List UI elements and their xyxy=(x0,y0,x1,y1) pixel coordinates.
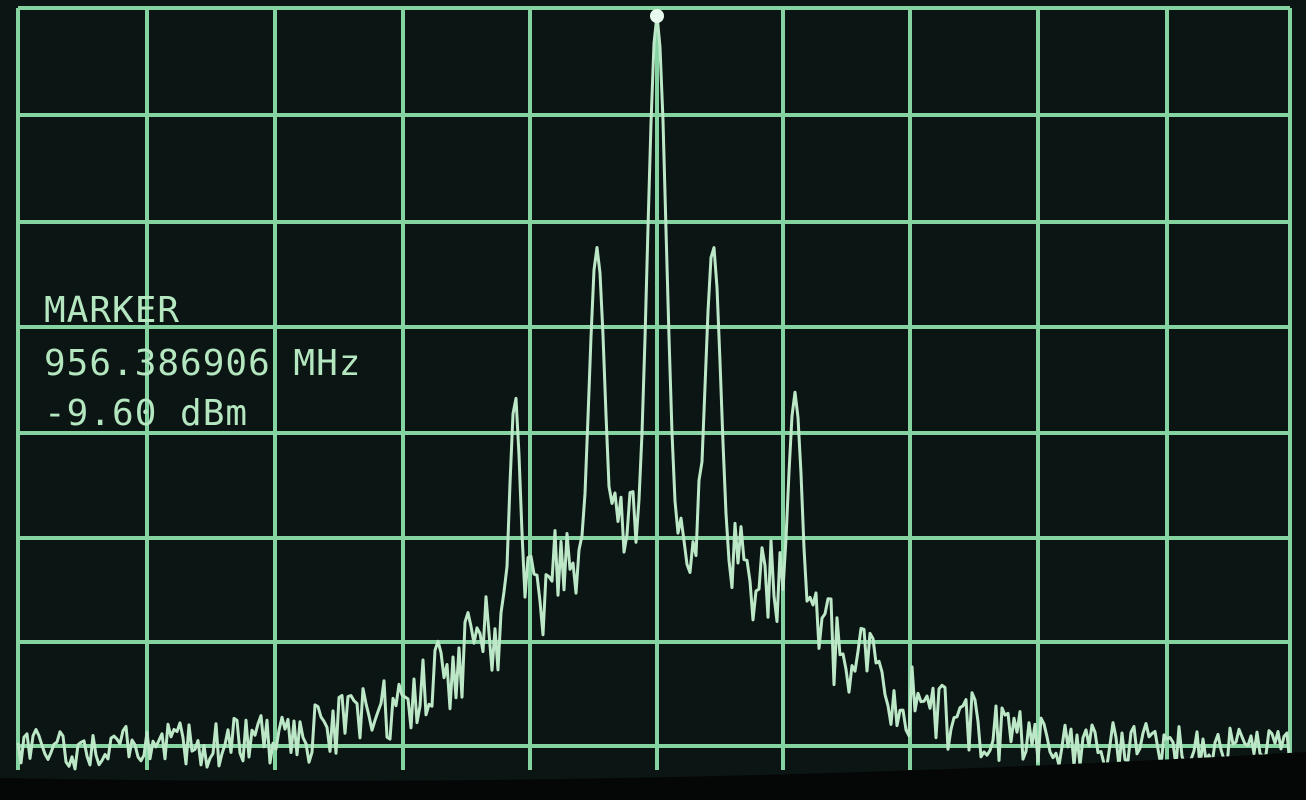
marker-title: MARKER xyxy=(44,290,180,331)
bezel-shadow xyxy=(0,752,1306,800)
marker-dot xyxy=(650,9,664,23)
marker-frequency: 956.386906 MHz xyxy=(44,343,361,384)
spectrum-trace xyxy=(16,13,1292,771)
marker-level: -9.60 dBm xyxy=(44,393,248,434)
